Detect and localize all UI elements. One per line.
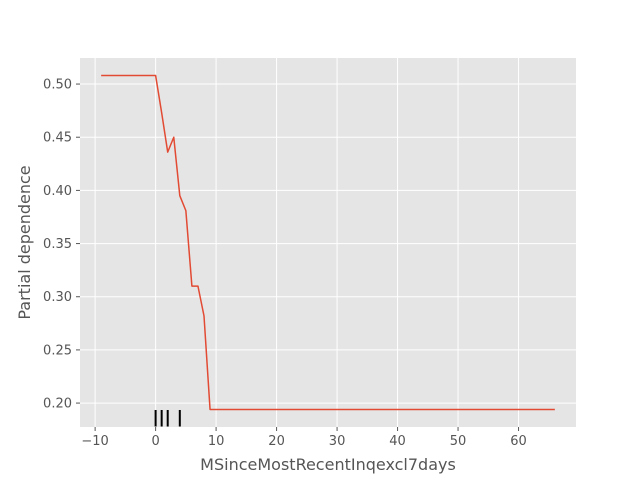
x-tick-label: 0 xyxy=(151,434,159,449)
y-tick-label: 0.50 xyxy=(43,78,72,93)
y-tick-label: 0.35 xyxy=(43,237,72,252)
x-tick-label: −10 xyxy=(81,434,108,449)
y-axis-label: Partial dependence xyxy=(15,165,34,319)
x-tick-label: 10 xyxy=(208,434,225,449)
x-tick-label: 40 xyxy=(389,434,406,449)
y-tick-label: 0.40 xyxy=(43,184,72,199)
x-tick-label: 60 xyxy=(510,434,527,449)
x-tick-label: 50 xyxy=(450,434,467,449)
y-tick-label: 0.20 xyxy=(43,397,72,412)
y-tick-label: 0.45 xyxy=(43,131,72,146)
rug-marks xyxy=(154,410,181,427)
partial-dependence-line xyxy=(101,74,555,411)
series-layer xyxy=(101,74,555,411)
x-axis-ticks: −10 0 10 20 30 40 50 60 xyxy=(81,427,527,449)
x-tick-label: 30 xyxy=(329,434,346,449)
y-tick-label: 0.30 xyxy=(43,290,72,305)
plot-background xyxy=(80,58,576,427)
y-tick-label: 0.25 xyxy=(43,343,72,358)
y-axis-ticks: 0.20 0.25 0.30 0.35 0.40 0.45 0.50 xyxy=(43,78,80,412)
grid-lines xyxy=(80,58,576,427)
x-tick-label: 20 xyxy=(268,434,285,449)
x-axis-label: MSinceMostRecentInqexcl7days xyxy=(200,455,456,474)
